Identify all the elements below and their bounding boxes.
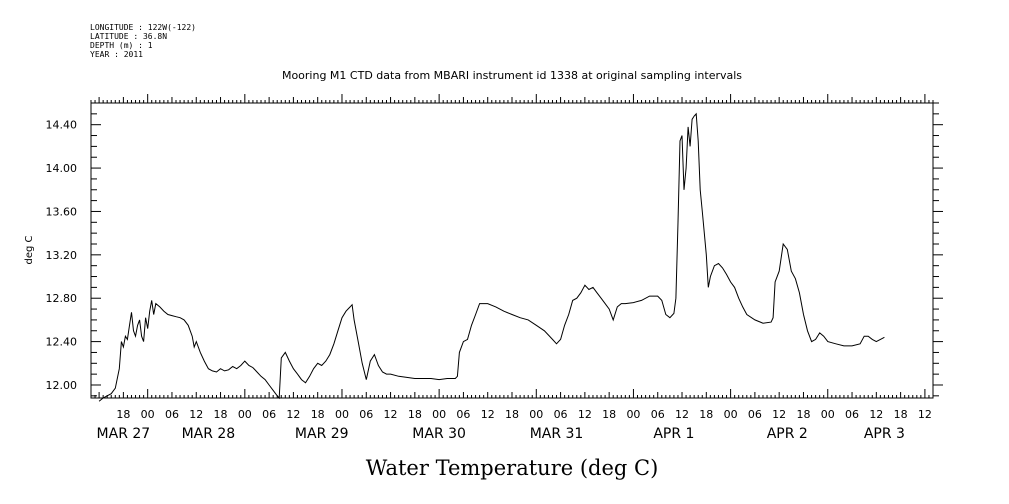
y-axis-label: deg C <box>24 235 35 264</box>
x-tick-label: 18 <box>408 408 422 421</box>
y-tick-label: 12.40 <box>46 336 78 349</box>
y-tick-labels: 12.00 12.40 12.80 13.20 13.60 14.00 14.40 <box>46 119 78 392</box>
y-tick-label: 14.40 <box>46 119 78 132</box>
year-label: YEAR : 2011 <box>90 50 143 59</box>
x-tick-label: 12 <box>578 408 592 421</box>
depth-label: DEPTH (m) : 1 <box>90 41 153 50</box>
x-tick-label: 12 <box>481 408 495 421</box>
x-tick-label: 12 <box>384 408 398 421</box>
date-label: MAR 31 <box>530 426 584 442</box>
date-label: MAR 27 <box>97 426 151 442</box>
x-tick-label: 18 <box>505 408 519 421</box>
x-tick-label: 18 <box>699 408 713 421</box>
x-tick-label: 18 <box>311 408 325 421</box>
longitude-label: LONGITUDE : 122W(-122) <box>90 23 196 32</box>
x-tick-label: 12 <box>869 408 883 421</box>
x-tick-label: 00 <box>432 408 446 421</box>
x-tick-label: 00 <box>141 408 155 421</box>
y-tick-label: 13.20 <box>46 249 78 262</box>
x-tick-label: 00 <box>724 408 738 421</box>
y-tick-label: 12.00 <box>46 379 78 392</box>
y-tick-label: 13.60 <box>46 205 78 218</box>
x-tick-label: 00 <box>335 408 349 421</box>
x-tick-label: 06 <box>165 408 179 421</box>
x-tick-label: 18 <box>602 408 616 421</box>
x-tick-label: 12 <box>918 408 932 421</box>
date-label: MAR 28 <box>182 426 236 442</box>
date-label: APR 3 <box>864 426 905 442</box>
y-tick-label: 12.80 <box>46 292 78 305</box>
y-tick-label: 14.00 <box>46 162 78 175</box>
x-tick-label: 18 <box>796 408 810 421</box>
date-label: APR 2 <box>767 426 808 442</box>
x-tick-labels: 18 00 06 12 18 00 06 12 18 00 06 12 18 00 06 12 18 00 06 12… <box>116 408 932 421</box>
date-label: MAR 29 <box>295 426 349 442</box>
x-tick-label: 06 <box>359 408 373 421</box>
x-tick-label: 06 <box>651 408 665 421</box>
x-tick-label: 06 <box>845 408 859 421</box>
x-tick-label: 12 <box>286 408 300 421</box>
x-tick-label: 00 <box>238 408 252 421</box>
date-label: APR 1 <box>653 426 694 442</box>
x-tick-label: 06 <box>748 408 762 421</box>
x-tick-label: 12 <box>189 408 203 421</box>
x-tick-label: 06 <box>554 408 568 421</box>
x-tick-label: 18 <box>894 408 908 421</box>
x-tick-label: 00 <box>529 408 543 421</box>
date-labels: MAR 27 MAR 28 MAR 29 MAR 30 MAR 31 APR 1 APR 2… <box>97 426 905 442</box>
x-tick-label: 18 <box>116 408 130 421</box>
x-tick-label: 06 <box>456 408 470 421</box>
chart-title: Mooring M1 CTD data from MBARI instrumen… <box>282 69 742 82</box>
x-tick-label: 00 <box>821 408 835 421</box>
x-tick-label: 12 <box>675 408 689 421</box>
latitude-label: LATITUDE : 36.8N <box>90 32 167 41</box>
plot-frame <box>90 102 934 399</box>
tick-marks <box>90 94 943 398</box>
temperature-series-line <box>98 112 885 402</box>
x-tick-label: 06 <box>262 408 276 421</box>
x-tick-label: 00 <box>626 408 640 421</box>
x-axis-label: Water Temperature (deg C) <box>366 456 659 480</box>
x-tick-label: 18 <box>214 408 228 421</box>
date-label: MAR 30 <box>412 426 466 442</box>
x-tick-label: 12 <box>772 408 786 421</box>
